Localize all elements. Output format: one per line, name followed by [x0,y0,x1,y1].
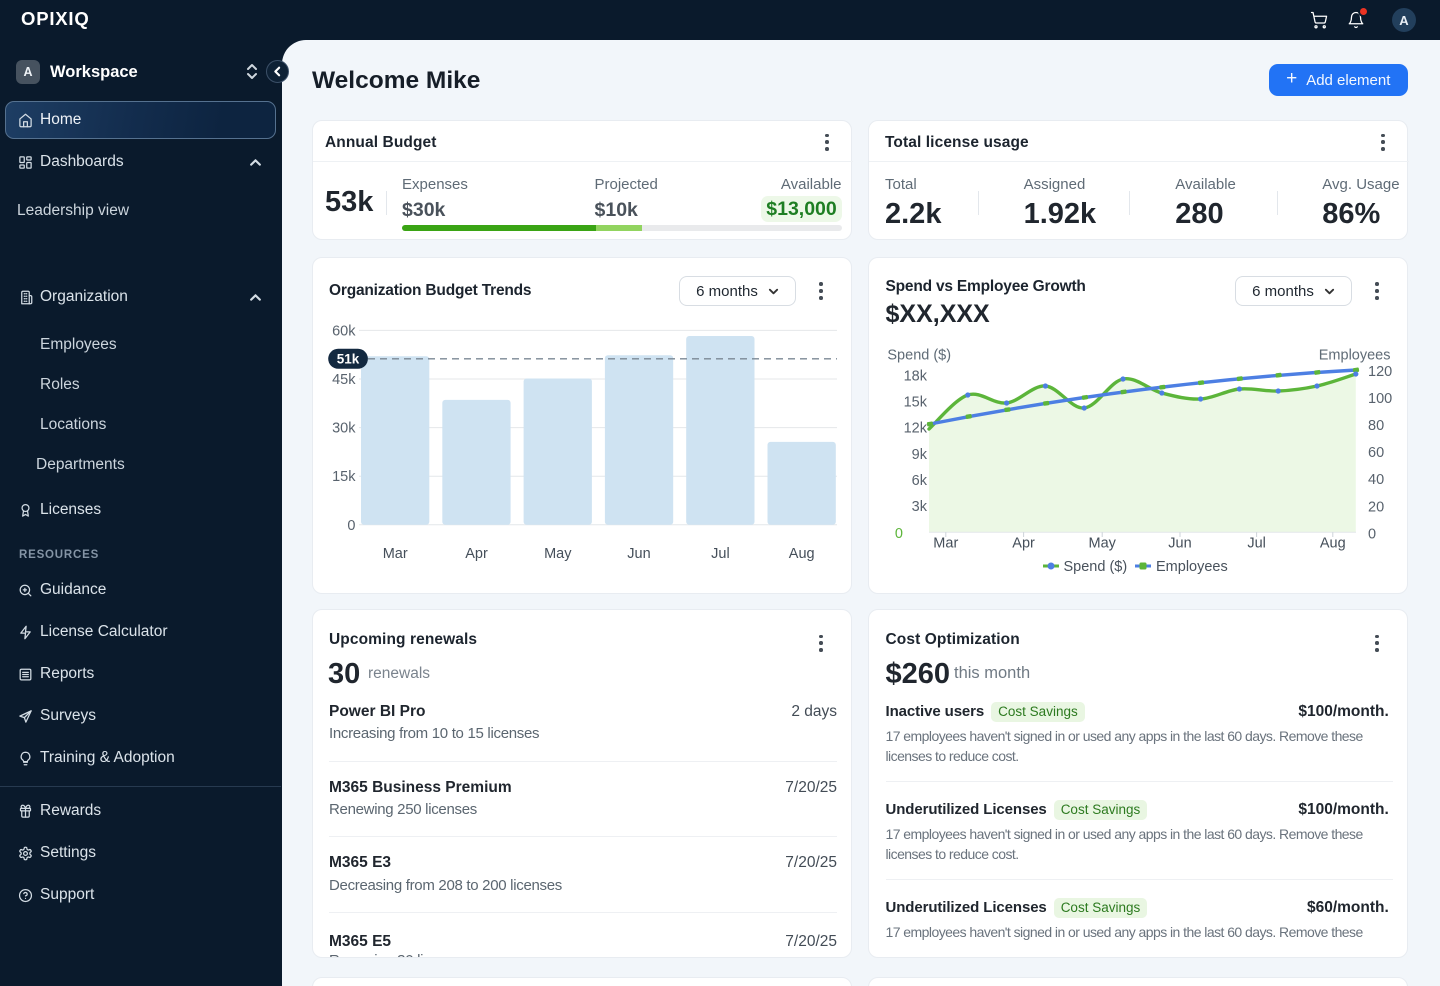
svg-text:Jun: Jun [627,546,650,562]
svg-text:Mar: Mar [383,546,408,562]
svg-text:6k: 6k [912,473,928,489]
svg-text:51k: 51k [337,351,360,366]
svg-text:Jul: Jul [1247,536,1266,552]
svg-text:0: 0 [347,518,355,534]
svg-text:100: 100 [1368,391,1392,407]
svg-text:12k: 12k [904,421,928,437]
svg-text:45k: 45k [332,372,356,388]
svg-text:3k: 3k [912,499,928,515]
svg-text:60k: 60k [332,323,356,339]
svg-text:9k: 9k [912,447,928,463]
svg-text:80: 80 [1368,418,1384,434]
svg-text:Apr: Apr [1012,536,1035,552]
svg-text:May: May [1088,536,1116,552]
svg-text:Jun: Jun [1168,536,1191,552]
svg-text:Employees: Employees [1319,347,1391,363]
svg-text:0: 0 [895,526,903,542]
svg-text:Aug: Aug [1320,536,1346,552]
svg-text:120: 120 [1368,364,1392,380]
svg-text:18k: 18k [904,368,928,384]
svg-text:40: 40 [1368,472,1384,488]
svg-text:Employees: Employees [1156,559,1228,575]
svg-text:Jul: Jul [711,546,730,562]
svg-text:60: 60 [1368,445,1384,461]
svg-text:15k: 15k [332,469,356,485]
svg-text:20: 20 [1368,499,1384,515]
svg-text:May: May [544,546,572,562]
svg-text:Aug: Aug [789,546,815,562]
svg-text:Spend ($): Spend ($) [1064,559,1128,575]
svg-text:30k: 30k [332,421,356,437]
svg-text:15k: 15k [904,395,928,411]
svg-text:0: 0 [1368,526,1376,542]
svg-text:Apr: Apr [465,546,488,562]
svg-text:Mar: Mar [933,536,958,552]
svg-text:Spend ($): Spend ($) [887,347,951,363]
